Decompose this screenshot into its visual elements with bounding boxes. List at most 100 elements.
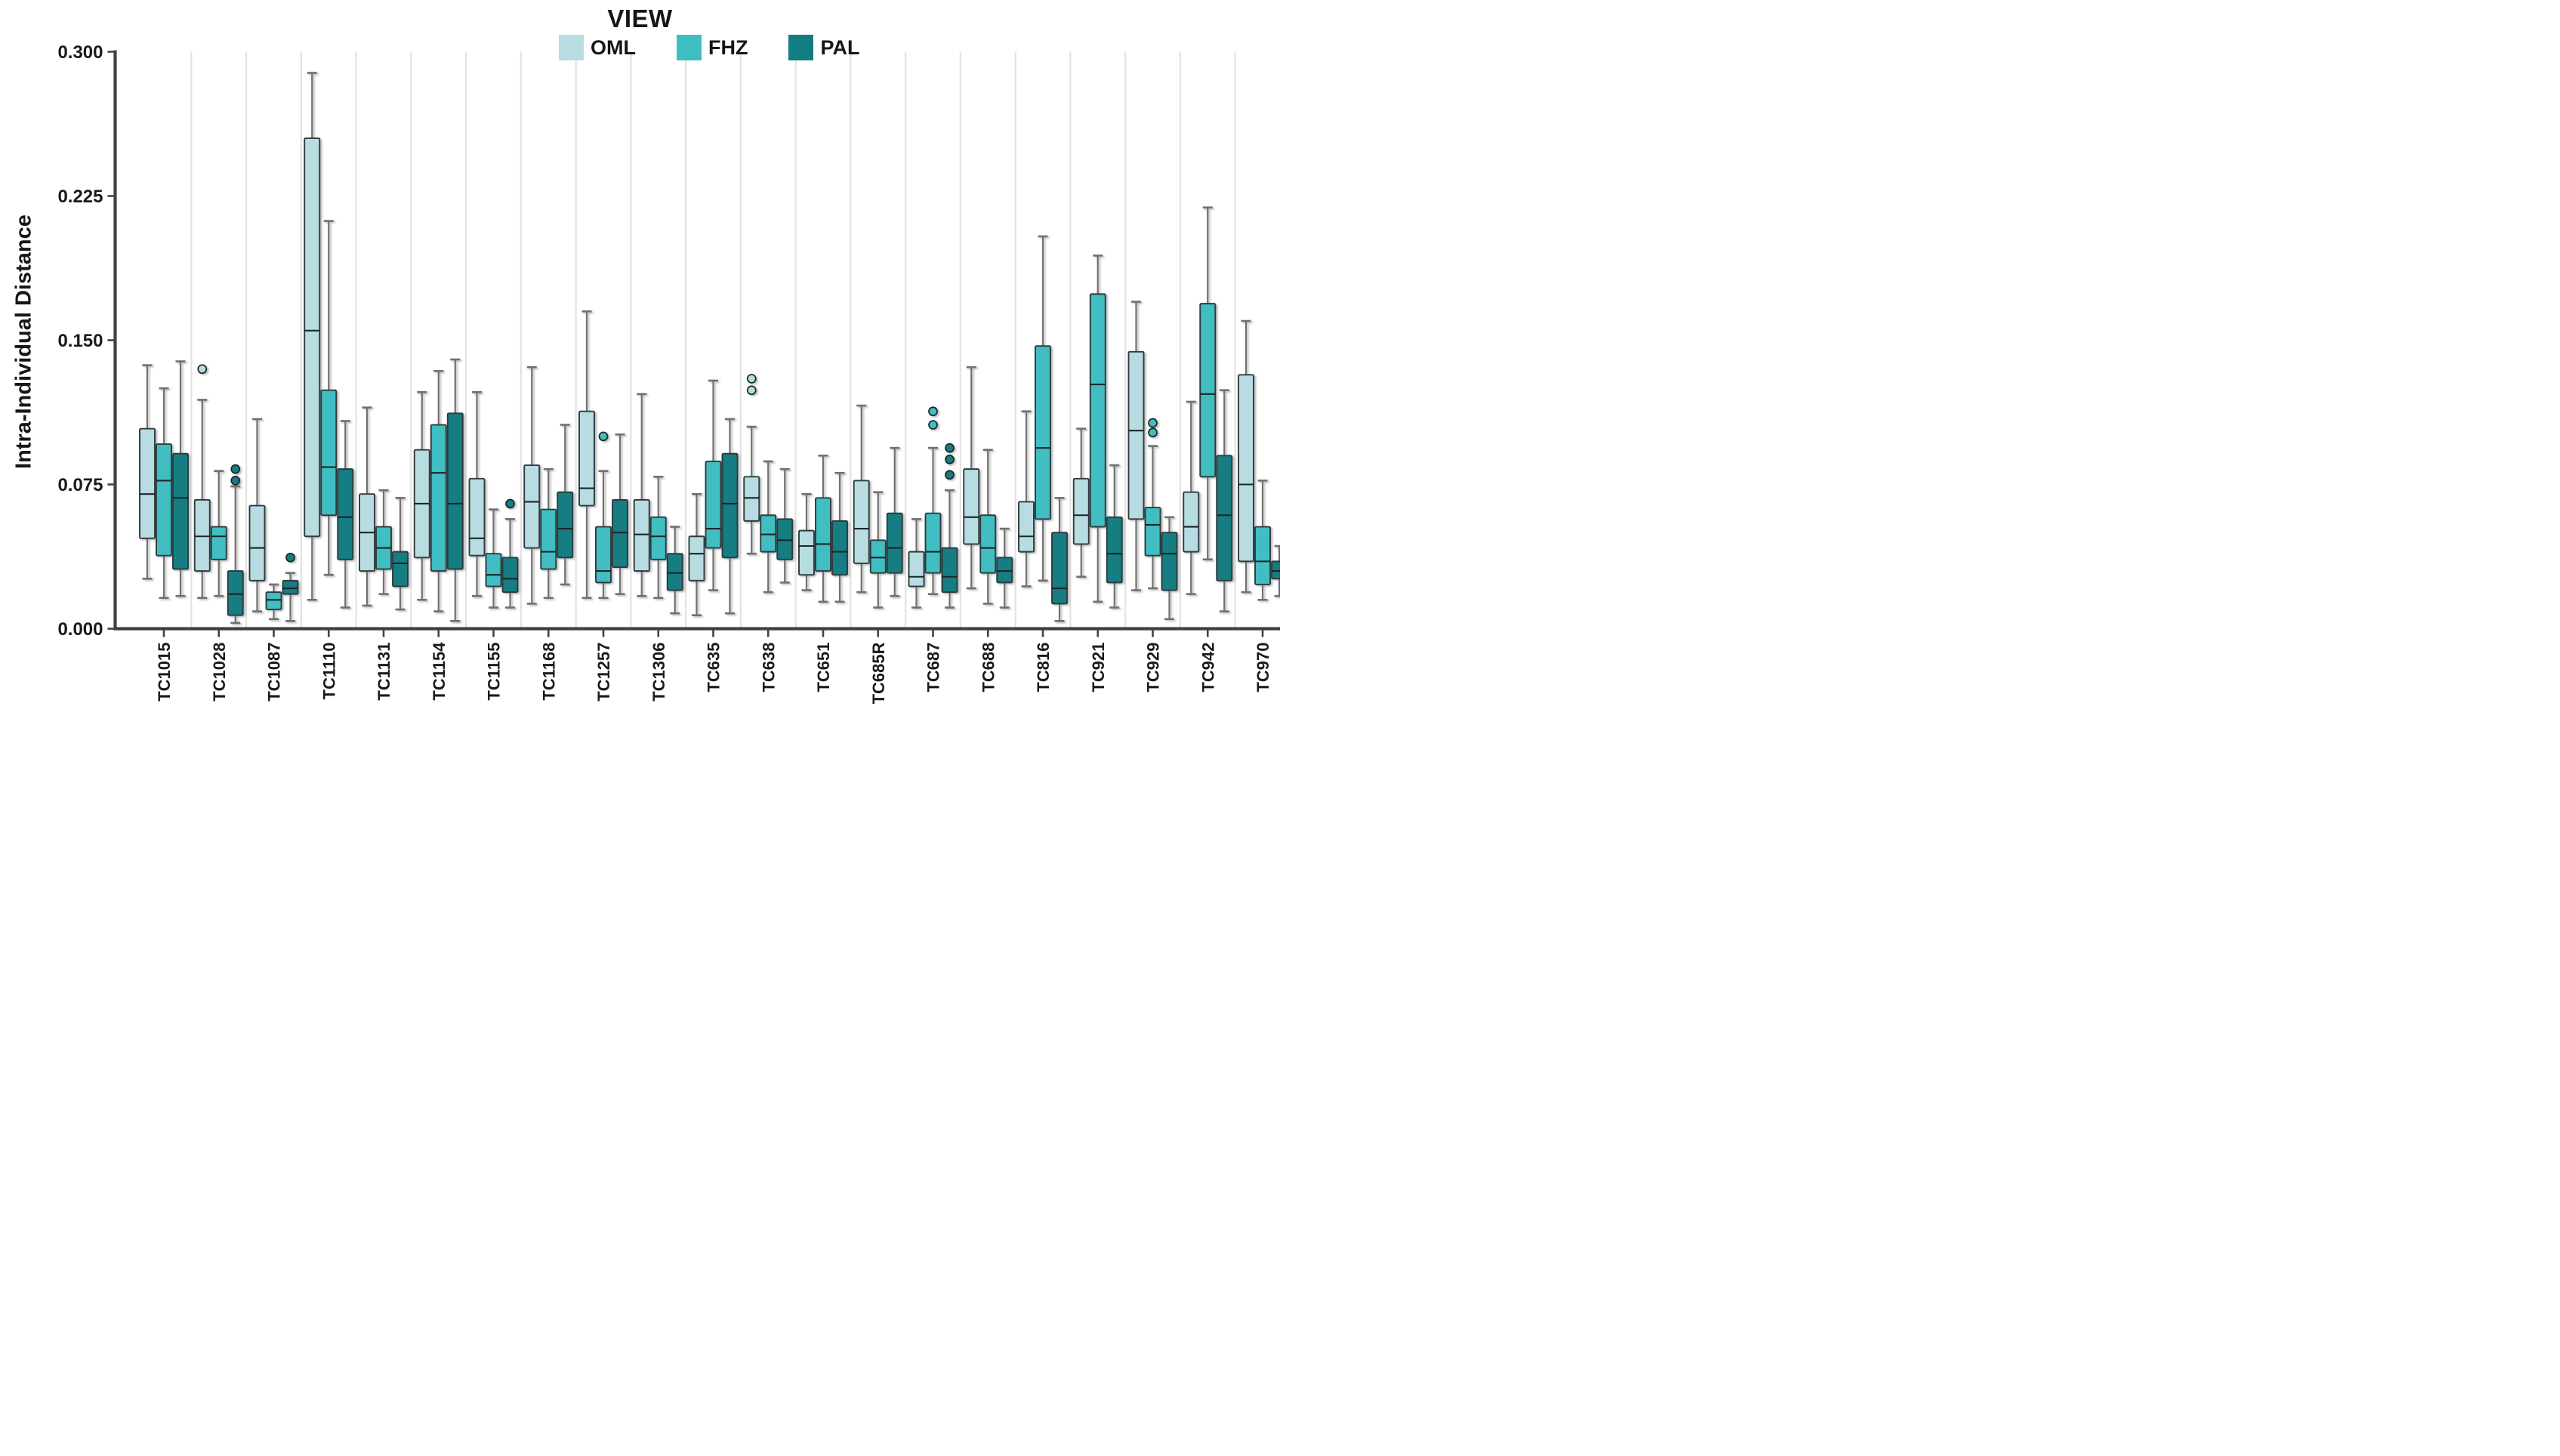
y-tick-label: 0.075	[57, 475, 103, 495]
x-tick-label: TC687	[924, 643, 943, 693]
x-tick-label: TC1168	[539, 643, 558, 701]
legend-item-oml: OML	[559, 35, 636, 60]
box-OML-TC638	[743, 374, 760, 555]
y-axis-title: Intra-Individual Distance	[11, 214, 36, 469]
x-tick-label: TC970	[1254, 643, 1272, 693]
box-OML-TC929	[1127, 301, 1145, 591]
x-tick-label: TC1087	[265, 643, 284, 702]
box-OML-TC1257	[578, 310, 595, 600]
legend-item-pal: PAL	[788, 35, 859, 60]
x-tick-label: TC942	[1198, 643, 1217, 693]
x-tick-label: TC1154	[430, 642, 449, 701]
x-tick-label: TC1028	[210, 643, 229, 702]
box-FHZ-TC1168	[540, 467, 557, 600]
box-PAL-TC942	[1216, 389, 1233, 612]
y-tick-label: 0.225	[57, 187, 103, 207]
box-PAL-TC1306	[666, 526, 683, 615]
box-FHZ-TC685R	[869, 491, 887, 609]
box-PAL-TC1154	[446, 358, 464, 622]
box-PAL-TC929	[1161, 516, 1178, 621]
x-tick-label: TC921	[1089, 643, 1108, 693]
box-PAL-TC688	[996, 527, 1013, 609]
x-tick-label: TC1015	[155, 643, 174, 702]
box-PAL-TC1087	[282, 552, 299, 622]
box-OML-TC688	[963, 366, 980, 590]
box-OML-TC687	[908, 518, 925, 609]
box-FHZ-TC1257	[595, 431, 612, 600]
legend-swatch-fhz	[677, 35, 702, 60]
box-FHZ-TC942	[1199, 206, 1217, 561]
box-PAL-TC1015	[172, 360, 189, 597]
boxplot-figure: VIEW OML FHZ PAL Intra-Individual Distan…	[0, 0, 1280, 728]
x-tick-label: TC929	[1144, 643, 1163, 693]
box-PAL-TC1131	[392, 497, 409, 611]
box-OML-TC1306	[633, 393, 650, 597]
box-PAL-TC638	[776, 467, 794, 584]
x-tick-label: TC635	[705, 643, 723, 693]
box-FHZ-TC1131	[375, 489, 392, 595]
box-PAL-TC685R	[886, 446, 903, 597]
box-OML-TC1110	[304, 72, 321, 601]
box-FHZ-TC688	[979, 449, 997, 605]
box-PAL-TC1028	[227, 464, 244, 625]
x-tick-label: TC816	[1034, 643, 1053, 693]
box-PAL-TC816	[1051, 497, 1068, 622]
box-FHZ-TC929	[1144, 418, 1161, 590]
legend: OML FHZ PAL	[559, 35, 859, 60]
x-tick-label: TC1306	[649, 643, 668, 702]
x-tick-label: TC1155	[485, 643, 504, 701]
box-FHZ-TC1110	[320, 220, 338, 576]
box-FHZ-TC635	[705, 379, 722, 591]
box-PAL-TC651	[831, 471, 848, 603]
box-OML-TC651	[798, 492, 815, 591]
box-OML-TC685R	[853, 404, 870, 594]
box-PAL-TC921	[1106, 464, 1123, 609]
box-FHZ-TC1015	[156, 387, 172, 600]
box-PAL-TC1110	[337, 420, 354, 609]
box-FHZ-TC970	[1254, 480, 1271, 601]
box-FHZ-TC816	[1035, 235, 1051, 582]
box-FHZ-TC921	[1089, 254, 1106, 603]
box-FHZ-TC1028	[210, 470, 227, 597]
box-FHZ-TC1154	[430, 369, 447, 612]
box-OML-TC1015	[139, 364, 156, 580]
box-FHZ-TC651	[815, 454, 831, 603]
box-PAL-TC970	[1271, 544, 1280, 597]
chart-title: VIEW	[607, 5, 673, 32]
legend-item-fhz: FHZ	[677, 35, 748, 60]
box-PAL-TC687	[941, 443, 958, 609]
box-PAL-TC1155	[501, 498, 519, 609]
box-FHZ-TC1087	[265, 583, 282, 621]
legend-label-fhz: FHZ	[708, 35, 748, 59]
legend-label-pal: PAL	[820, 35, 860, 59]
box-OML-TC942	[1183, 400, 1200, 595]
box-FHZ-TC1155	[485, 508, 502, 609]
box-OML-TC1028	[193, 364, 211, 600]
y-tick-label: 0.000	[57, 619, 103, 640]
box-OML-TC1131	[359, 406, 375, 607]
box-FHZ-TC687	[924, 406, 942, 595]
box-OML-TC1168	[523, 366, 541, 605]
box-OML-TC1154	[413, 390, 430, 601]
legend-swatch-pal	[788, 35, 814, 60]
x-tick-label: TC638	[759, 643, 778, 693]
box-PAL-TC635	[721, 418, 739, 615]
box-OML-TC921	[1072, 427, 1090, 578]
box-PAL-TC1257	[612, 433, 628, 595]
box-FHZ-TC638	[760, 460, 777, 594]
box-PAL-TC1168	[557, 424, 574, 586]
box-FHZ-TC1306	[649, 476, 667, 600]
box-OML-TC635	[688, 492, 705, 616]
legend-label-oml: OML	[591, 35, 636, 59]
legend-swatch-oml	[559, 35, 584, 60]
x-tick-label: TC651	[814, 643, 833, 693]
x-tick-label: TC1110	[319, 643, 338, 700]
box-OML-TC1155	[468, 390, 486, 597]
x-tick-label: TC1257	[594, 643, 613, 702]
chart-canvas: 0.000 0.075 0.150 0.225 0.300 TC1015 TC1028 TC1…	[57, 42, 1280, 704]
y-tick-label: 0.150	[57, 331, 103, 351]
box-OML-TC1087	[248, 418, 266, 612]
y-tick-label: 0.300	[57, 42, 103, 63]
box-OML-TC970	[1238, 319, 1254, 594]
box-OML-TC816	[1018, 410, 1035, 588]
